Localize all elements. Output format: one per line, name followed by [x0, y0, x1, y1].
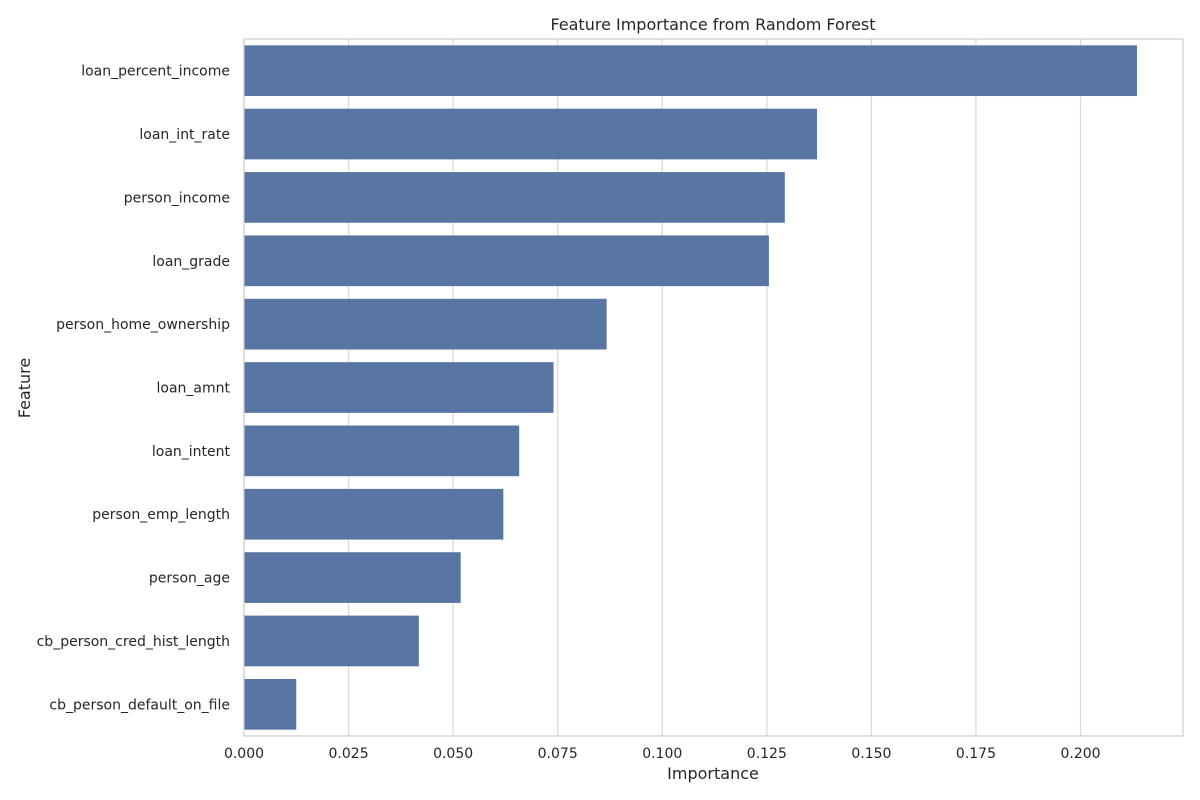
chart-title: Feature Importance from Random Forest — [550, 15, 875, 34]
x-tick-label: 0.025 — [329, 746, 369, 762]
bar-loan-int-rate — [244, 108, 818, 160]
bar-person-emp-length — [244, 488, 504, 540]
bar-person-age — [244, 552, 461, 603]
x-tick-label: 0.100 — [642, 746, 682, 762]
bar-loan-intent — [244, 425, 520, 477]
y-tick-label: loan_intent — [152, 444, 231, 460]
y-tick-label: person_emp_length — [92, 507, 230, 523]
x-tick-label: 0.125 — [747, 746, 787, 762]
y-tick-label: person_income — [124, 190, 230, 206]
bar-cb-person-cred-hist-length — [244, 615, 419, 667]
y-tick-label: person_home_ownership — [56, 317, 230, 333]
y-tick-label: loan_grade — [152, 254, 230, 270]
bars — [244, 45, 1137, 730]
y-axis-label: Feature — [15, 358, 34, 418]
x-tick-label: 0.200 — [1060, 746, 1100, 762]
x-tick-labels: 0.000 0.025 0.050 0.075 0.100 0.125 0.150 0.175… — [224, 746, 1101, 762]
y-tick-label: person_age — [149, 571, 230, 587]
x-tick-label: 0.075 — [538, 746, 578, 762]
plot-frame — [243, 38, 1184, 737]
bar-loan-percent-income — [244, 45, 1137, 97]
x-tick-label: 0.175 — [956, 746, 996, 762]
x-axis-label: Importance — [667, 764, 759, 783]
y-tick-label: loan_percent_income — [81, 64, 230, 80]
bar-person-home-ownership — [244, 298, 607, 350]
y-tick-labels: loan_percent_income loan_int_rate person_i… — [37, 64, 231, 714]
y-tick-label: cb_person_default_on_file — [49, 697, 230, 713]
y-tick-label: cb_person_cred_hist_length — [37, 634, 230, 650]
x-tick-label: 0.050 — [433, 746, 473, 762]
bar-cb-person-default-on-file — [244, 678, 297, 730]
x-tick-label: 0.150 — [851, 746, 891, 762]
y-tick-label: loan_int_rate — [139, 127, 230, 143]
y-tick-label: loan_amnt — [157, 381, 231, 397]
bar-loan-grade — [244, 235, 769, 287]
x-tick-label: 0.000 — [224, 746, 264, 762]
bar-loan-amnt — [244, 362, 554, 413]
bar-person-income — [244, 172, 785, 223]
